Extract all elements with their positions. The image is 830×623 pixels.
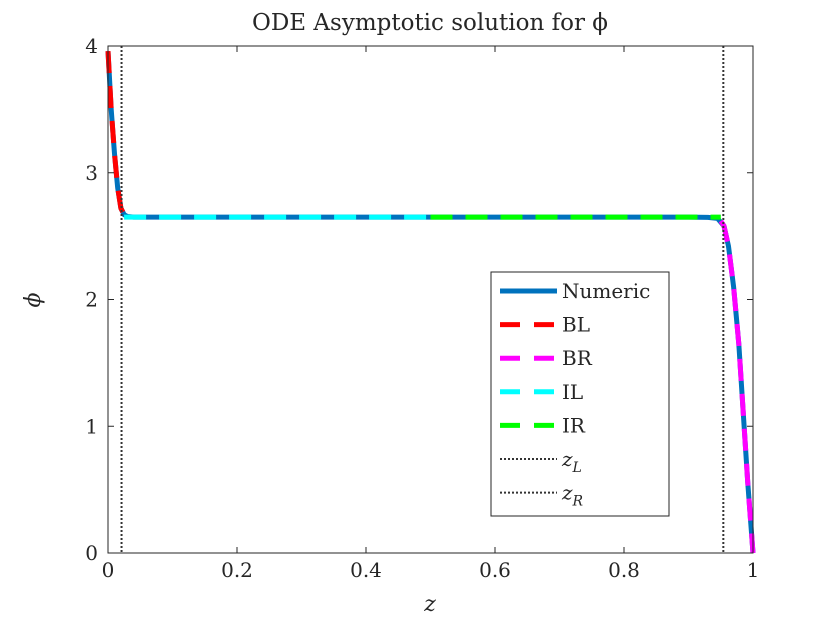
legend: Numeric BL BR IL IR zL zR [490, 271, 670, 517]
plot-frame [107, 45, 754, 554]
chart-title: ODE Asymptotic solution for ϕ [252, 10, 608, 36]
series-layer [105, 50, 756, 554]
legend-box [490, 271, 670, 517]
x-tick-label: 0.8 [608, 558, 640, 582]
x-tick-label: 0.4 [350, 558, 382, 582]
legend-item-ir-label: IR [562, 413, 586, 437]
legend-item-bl-label: BL [562, 313, 590, 337]
legend-item-il-label: IL [562, 380, 583, 404]
x-tick-label: 1 [747, 558, 760, 582]
legend-item-br-label: BR [562, 346, 593, 370]
y-tick-label: 4 [85, 34, 98, 58]
series-br-line [718, 219, 756, 554]
y-tick-label: 3 [85, 161, 98, 185]
legend-item-z-l-label: zL [561, 447, 582, 476]
y-axis-label: ϕ [21, 293, 46, 308]
tick-layer: 0 0.2 0.4 0.6 0.8 1 0 1 2 3 4 [85, 34, 759, 582]
x-tick-label: 0.6 [479, 558, 511, 582]
legend-item-z-r-label: zR [561, 481, 584, 510]
y-tick-label: 0 [85, 541, 98, 565]
y-tick-label: 1 [85, 414, 98, 438]
legend-items: Numeric BL BR IL IR zL zR [500, 279, 650, 510]
x-tick-label: 0 [102, 558, 115, 582]
legend-item-numeric-label: Numeric [562, 279, 650, 303]
y-tick-label: 2 [85, 288, 98, 312]
x-tick-label: 0.2 [221, 558, 253, 582]
x-axis-label: z [423, 592, 436, 617]
vline-layer [120, 46, 725, 553]
series-bl-line [105, 50, 127, 216]
